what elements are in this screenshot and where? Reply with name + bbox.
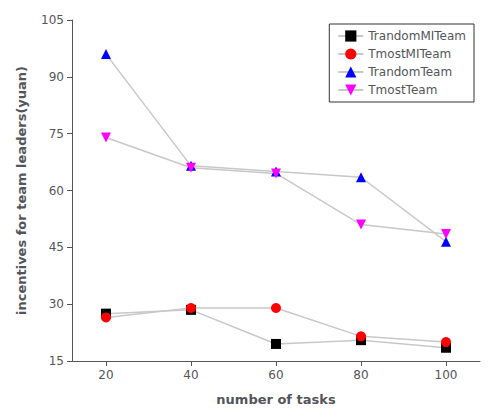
svg-text:45: 45 (49, 240, 64, 254)
svg-text:30: 30 (49, 297, 64, 311)
svg-text:100: 100 (435, 368, 458, 382)
svg-text:20: 20 (98, 368, 113, 382)
svg-text:TrandomMITeam: TrandomMITeam (367, 29, 466, 43)
svg-text:TmostTeam: TmostTeam (367, 83, 437, 97)
svg-text:80: 80 (353, 368, 368, 382)
svg-text:TmostMITeam: TmostMITeam (367, 47, 451, 61)
svg-text:60: 60 (268, 368, 283, 382)
svg-text:60: 60 (49, 184, 64, 198)
svg-text:105: 105 (41, 13, 64, 27)
svg-text:15: 15 (49, 354, 64, 368)
svg-text:TrandomTeam: TrandomTeam (367, 65, 452, 79)
svg-text:40: 40 (183, 368, 198, 382)
svg-text:90: 90 (49, 70, 64, 84)
svg-text:75: 75 (49, 127, 64, 141)
svg-text:incentives for team leaders(yu: incentives for team leaders(yuan) (14, 66, 29, 315)
svg-text:number of tasks: number of tasks (216, 392, 336, 407)
